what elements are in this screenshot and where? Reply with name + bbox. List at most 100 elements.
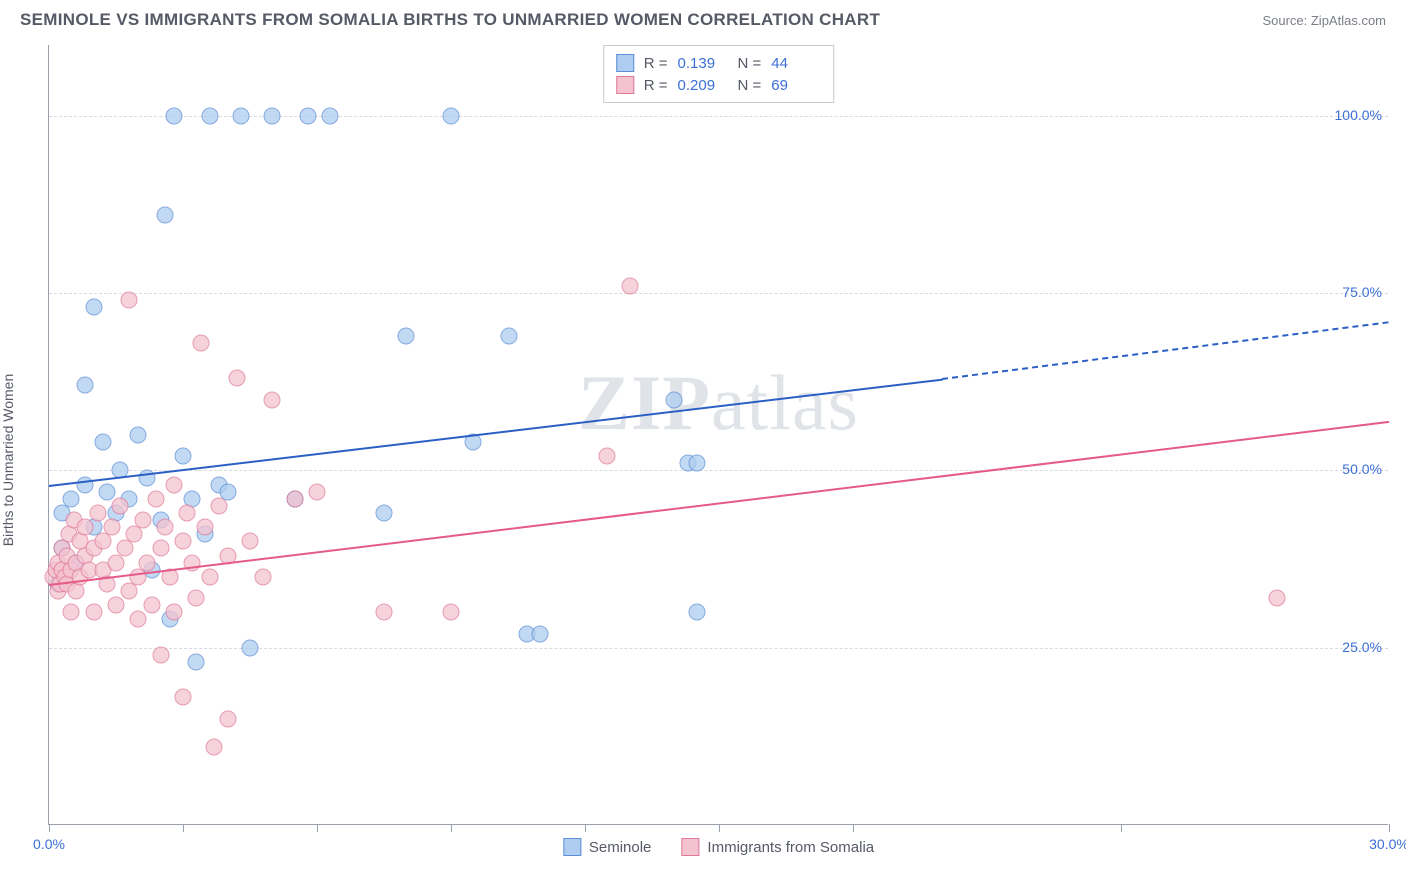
legend-r-value: 0.139 [678,55,728,72]
scatter-point-seminole [688,604,705,621]
gridline: 75.0% [49,293,1388,294]
scatter-point-somalia [175,689,192,706]
legend-n-value: 69 [771,77,821,94]
y-axis-label: Births to Unmarried Women [0,374,16,546]
scatter-point-somalia [1269,590,1286,607]
scatter-point-somalia [103,519,120,536]
scatter-point-seminole [201,107,218,124]
x-tick [719,824,720,832]
x-tick [1121,824,1122,832]
scatter-point-somalia [219,710,236,727]
scatter-point-somalia [139,554,156,571]
scatter-point-seminole [322,107,339,124]
scatter-point-seminole [99,483,116,500]
x-tick [49,824,50,832]
scatter-point-seminole [63,490,80,507]
scatter-point-somalia [197,519,214,536]
x-tick [1389,824,1390,832]
legend-r-label: R = [644,77,668,94]
scatter-point-somalia [85,604,102,621]
scatter-point-somalia [242,533,259,550]
scatter-point-somalia [376,604,393,621]
scatter-point-seminole [666,391,683,408]
scatter-point-seminole [85,299,102,316]
scatter-point-somalia [134,512,151,529]
legend-label: Seminole [589,839,652,856]
x-tick-label: 30.0% [1369,836,1406,852]
x-tick-label: 0.0% [33,836,65,852]
scatter-point-somalia [121,292,138,309]
legend-swatch [563,838,581,856]
legend-swatch [616,54,634,72]
scatter-point-seminole [376,505,393,522]
scatter-point-somalia [286,490,303,507]
y-tick-label: 50.0% [1342,461,1382,477]
scatter-point-somalia [201,568,218,585]
scatter-point-somalia [108,597,125,614]
scatter-point-somalia [175,533,192,550]
scatter-point-seminole [130,427,147,444]
chart-header: SEMINOLE VS IMMIGRANTS FROM SOMALIA BIRT… [0,0,1406,35]
scatter-point-somalia [599,448,616,465]
scatter-point-somalia [228,370,245,387]
scatter-point-seminole [76,476,93,493]
scatter-point-somalia [443,604,460,621]
y-tick-label: 75.0% [1342,284,1382,300]
chart-title: SEMINOLE VS IMMIGRANTS FROM SOMALIA BIRT… [20,10,880,30]
scatter-point-somalia [621,278,638,295]
watermark: ZIPatlas [578,358,859,448]
y-tick-label: 100.0% [1335,107,1382,123]
scatter-point-seminole [443,107,460,124]
x-tick [183,824,184,832]
scatter-point-somalia [206,739,223,756]
scatter-point-seminole [157,207,174,224]
legend-item: Seminole [563,838,652,856]
scatter-point-seminole [398,327,415,344]
y-tick-label: 25.0% [1342,639,1382,655]
legend-row: R =0.139N =44 [616,52,822,74]
trend-line [49,421,1389,586]
legend-n-value: 44 [771,55,821,72]
scatter-point-seminole [242,639,259,656]
scatter-point-seminole [175,448,192,465]
scatter-point-somalia [255,568,272,585]
legend-row: R =0.209N =69 [616,74,822,96]
scatter-point-seminole [688,455,705,472]
scatter-point-seminole [300,107,317,124]
scatter-point-somalia [143,597,160,614]
scatter-point-somalia [152,540,169,557]
scatter-point-somalia [188,590,205,607]
scatter-point-somalia [309,483,326,500]
scatter-point-somalia [90,505,107,522]
plot-area: ZIPatlas R =0.139N =44R =0.209N =69 Semi… [48,45,1388,825]
trend-line [942,322,1389,381]
correlation-legend: R =0.139N =44R =0.209N =69 [603,45,835,103]
x-tick [585,824,586,832]
scatter-point-somalia [148,490,165,507]
x-tick [451,824,452,832]
legend-swatch [681,838,699,856]
scatter-point-somalia [157,519,174,536]
scatter-point-somalia [179,505,196,522]
scatter-point-somalia [210,497,227,514]
scatter-point-seminole [264,107,281,124]
scatter-point-seminole [501,327,518,344]
scatter-point-somalia [166,476,183,493]
scatter-point-somalia [130,611,147,628]
scatter-point-seminole [94,434,111,451]
scatter-point-seminole [188,653,205,670]
legend-label: Immigrants from Somalia [707,839,874,856]
series-legend: Seminole Immigrants from Somalia [563,838,874,856]
chart-container: Births to Unmarried Women ZIPatlas R =0.… [0,35,1406,885]
scatter-point-somalia [166,604,183,621]
scatter-point-somalia [264,391,281,408]
scatter-point-somalia [76,519,93,536]
legend-swatch [616,76,634,94]
chart-source: Source: ZipAtlas.com [1262,13,1386,28]
scatter-point-somalia [63,604,80,621]
scatter-point-seminole [233,107,250,124]
legend-n-label: N = [738,77,762,94]
scatter-point-somalia [192,334,209,351]
scatter-point-seminole [166,107,183,124]
watermark-bold: ZIP [578,359,711,446]
